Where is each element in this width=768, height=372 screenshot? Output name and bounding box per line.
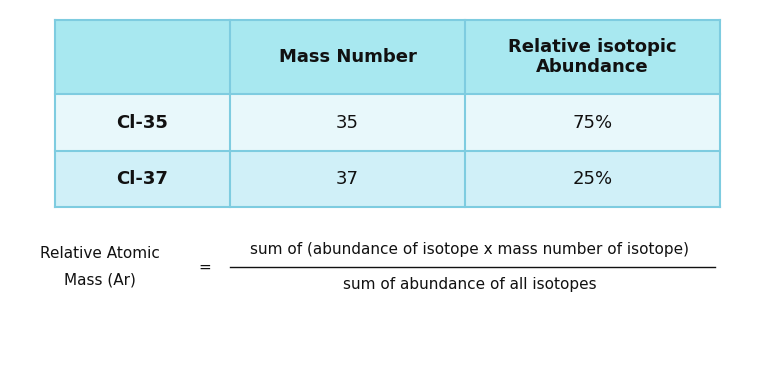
Text: Cl-35: Cl-35 bbox=[117, 113, 168, 131]
Text: =: = bbox=[199, 260, 211, 275]
FancyBboxPatch shape bbox=[55, 20, 720, 94]
Text: sum of (abundance of isotope x mass number of isotope): sum of (abundance of isotope x mass numb… bbox=[250, 241, 690, 257]
FancyBboxPatch shape bbox=[55, 151, 720, 207]
Text: 75%: 75% bbox=[572, 113, 613, 131]
Text: Relative isotopic
Abundance: Relative isotopic Abundance bbox=[508, 38, 677, 76]
Text: 35: 35 bbox=[336, 113, 359, 131]
Text: 25%: 25% bbox=[572, 170, 613, 188]
Text: Cl-37: Cl-37 bbox=[117, 170, 168, 188]
Text: sum of abundance of all isotopes: sum of abundance of all isotopes bbox=[343, 278, 597, 292]
Text: Mass Number: Mass Number bbox=[279, 48, 416, 66]
Text: 37: 37 bbox=[336, 170, 359, 188]
FancyBboxPatch shape bbox=[55, 94, 720, 151]
Text: Mass (Ar): Mass (Ar) bbox=[64, 273, 136, 288]
Text: Relative Atomic: Relative Atomic bbox=[40, 247, 160, 262]
